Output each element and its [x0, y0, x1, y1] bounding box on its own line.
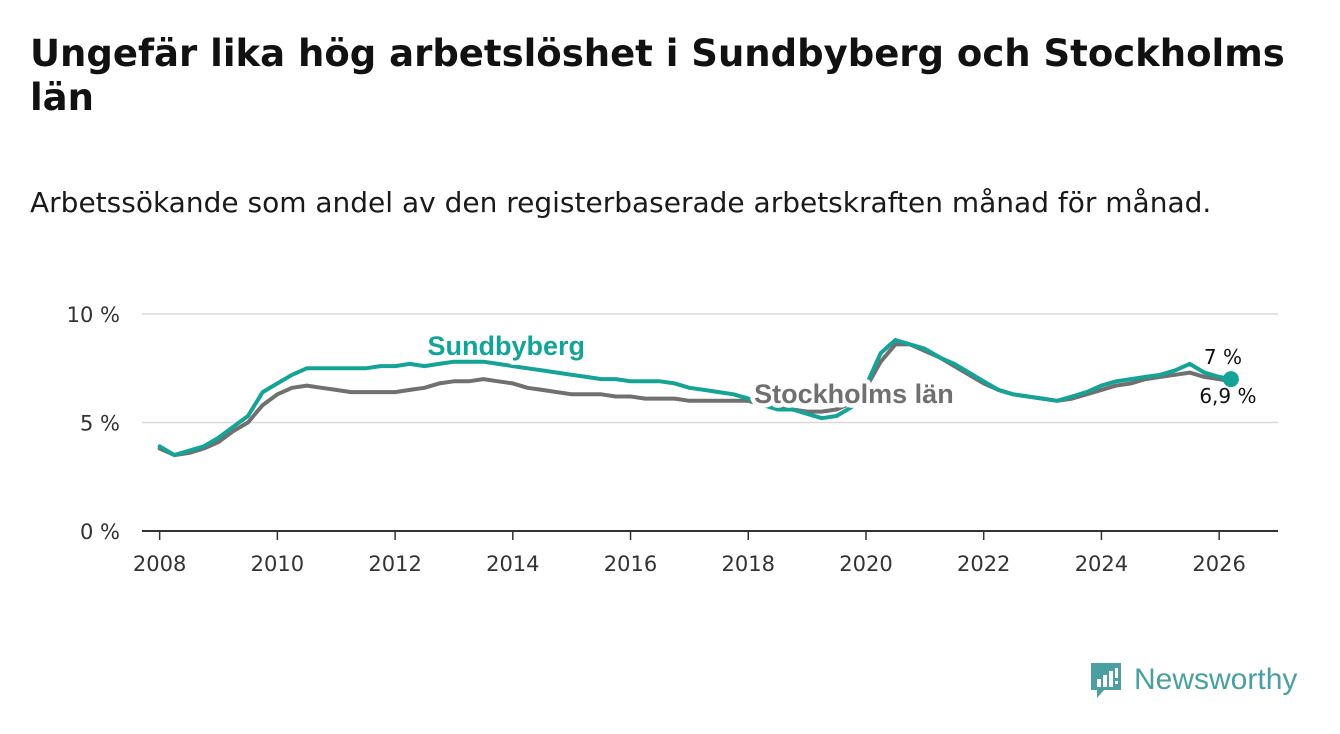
series-label-sundbyberg: Sundbyberg — [427, 331, 585, 361]
y-tick-label: 10 % — [67, 303, 120, 327]
x-tick-label: 2024 — [1075, 552, 1128, 576]
x-tick-label: 2016 — [604, 552, 657, 576]
chart-title: Ungefär lika hög arbetslöshet i Sundbybe… — [30, 32, 1285, 119]
x-tick-label: 2010 — [251, 552, 304, 576]
label-layer: Sundbyberg Stockholms län 7 % 6,9 % — [423, 327, 1257, 414]
x-tick-label: 2018 — [722, 552, 775, 576]
line-chart: 0 %5 %10 % 2008 2010 2012 2014 2016 2018 2020 2… — [67, 303, 1278, 576]
x-tick-label: 2008 — [133, 552, 186, 576]
chart-subtitle: Arbetssökande som andel av den registerb… — [30, 186, 1212, 219]
brand-name: Newsworthy — [1134, 663, 1298, 696]
grid-layer: 0 % 5 % 10 % — [67, 303, 1278, 544]
x-axis: 2008 2010 2012 2014 2016 2018 2020 2022 2024 2026 — [133, 531, 1246, 576]
x-tick-label: 2022 — [957, 552, 1010, 576]
end-label-sundbyberg: 7 % — [1204, 345, 1242, 369]
bar-chart-icon — [1091, 663, 1121, 698]
x-tick-label: 2026 — [1192, 552, 1245, 576]
series-line-sundbyberg — [157, 338, 1233, 458]
end-label-stockholm: 6,9 % — [1199, 384, 1256, 408]
series-layer — [157, 338, 1233, 458]
x-tick-label: 2012 — [368, 552, 421, 576]
x-tick-label: 2020 — [839, 552, 892, 576]
series-label-stockholm: Stockholms län — [754, 379, 954, 409]
y-tick-label: 0 % — [80, 520, 120, 544]
series-line-stockholm — [157, 342, 1233, 458]
x-tick-label: 2014 — [486, 552, 539, 576]
y-tick-label: 5 % — [80, 412, 120, 436]
brand-logo: Newsworthy — [1088, 660, 1297, 700]
end-marker-sundbyberg — [1222, 371, 1239, 388]
